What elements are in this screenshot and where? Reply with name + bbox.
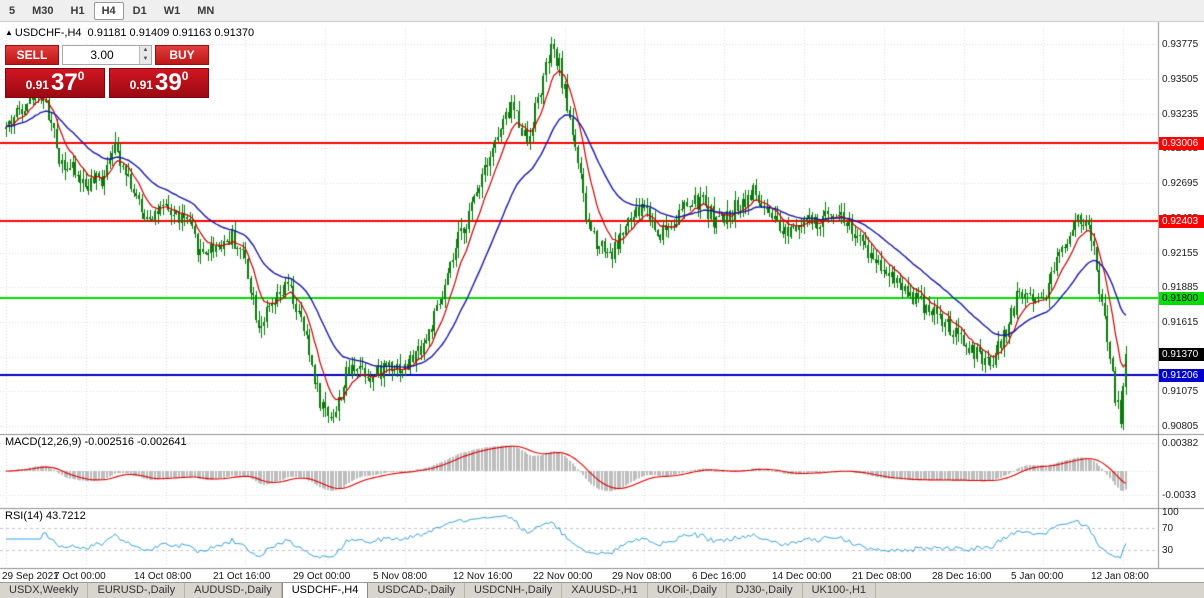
time-axis-label: 22 Nov 00:00 [533,571,593,582]
chart-tab[interactable]: UKOil-,Daily [648,583,727,598]
price-level-badge: 0.93006 [1159,137,1204,151]
price-axis-label: 0.90805 [1162,421,1199,433]
volume-input[interactable] [63,46,151,64]
ask-price-big-digits: 39 [154,69,182,96]
time-axis-label: 14 Oct 08:00 [134,571,192,582]
order-buttons-row: SELL ▲ ▼ BUY [5,45,209,65]
symbol-arrow-icon: ▲ [5,28,13,37]
chart-tab[interactable]: UK100-,H1 [803,583,877,598]
rsi-axis-label: 100 [1162,507,1179,518]
macd-axis-label: -0.0033 [1162,490,1196,502]
time-axis-label: 5 Nov 08:00 [373,571,427,582]
chart-tab-bar: USDX,Weekly EURUSD-,Daily AUDUSD-,Daily USD… [0,582,1204,598]
rsi-label: RSI(14) 43.7212 [5,510,86,522]
timeframe-button-5[interactable]: 5 [9,4,16,17]
timeframe-button-w1[interactable]: W1 [163,4,181,17]
chart-ohlc-values: 0.91181 0.91409 0.91163 0.91370 [87,27,255,39]
time-axis-label: 5 Jan 00:00 [1011,571,1064,582]
chart-symbol-timeframe: USDCHF-,H4 [14,27,82,39]
chart-tab[interactable]: USDCNH-,Daily [465,583,563,598]
time-axis-label: 28 Dec 16:00 [932,571,992,582]
price-level-badge: 0.91206 [1159,368,1204,382]
time-axis-label: 21 Dec 08:00 [852,571,912,582]
timeframe-button-mn[interactable]: MN [197,4,215,17]
price-axis-label: 0.93235 [1162,108,1199,120]
chart-tab[interactable]: USDX,Weekly [0,583,89,598]
one-click-trading-panel: SELL ▲ ▼ BUY 0.91 37 0 0.91 39 0 [5,45,209,98]
timeframe-button-d1[interactable]: D1 [132,4,147,17]
rsi-axis-label: 70 [1162,523,1174,535]
time-axis-label: 29 Oct 00:00 [293,571,351,582]
ask-price-sup-digit: 0 [181,69,189,83]
price-axis-label: 0.93775 [1162,39,1199,51]
time-axis-label: 29 Sep 2021 [2,571,59,582]
volume-decrease-button[interactable]: ▼ [139,55,151,64]
price-axis-label: 0.91075 [1162,386,1199,398]
time-axis-label: 6 Dec 16:00 [692,571,746,582]
price-axis-label: 0.91885 [1162,282,1199,294]
chart-header: ▲ USDCHF-,H4 0.91181 0.91409 0.91163 0.913… [5,27,254,39]
price-level-badge: 0.91370 [1159,347,1204,361]
chart-tab[interactable]: DJ30-,Daily [727,583,803,598]
bid-price-box[interactable]: 0.91 37 0 [5,68,105,98]
price-axis-label: 0.92695 [1162,178,1199,190]
bid-price-prefix: 0.91 [25,78,49,92]
chart-tab[interactable]: EURUSD-,Daily [88,583,186,598]
price-axis-label: 0.91615 [1162,316,1199,328]
timeframe-button-h4[interactable]: H4 [93,1,124,20]
time-axis-label: 21 Oct 16:00 [213,571,271,582]
chart-tab[interactable]: USDCHF-,H4 [281,583,369,598]
volume-field-wrap: ▲ ▼ [62,45,152,65]
macd-axis-label: 0.00382 [1162,437,1199,449]
timeframe-toolbar: 5 M30 H1 H4 D1 W1 MN [0,0,1204,22]
price-axis-label: 0.92155 [1162,247,1199,259]
price-level-badge: 0.92403 [1159,214,1204,228]
bid-price-sup-digit: 0 [77,69,85,83]
chart-tab[interactable]: USDCAD-,Daily [368,583,465,598]
ask-price-box[interactable]: 0.91 39 0 [109,68,209,98]
time-axis-label: 29 Nov 08:00 [612,571,672,582]
buy-button[interactable]: BUY [155,45,209,65]
time-axis-label: 12 Nov 16:00 [453,571,513,582]
volume-spinner: ▲ ▼ [139,46,151,64]
volume-increase-button[interactable]: ▲ [139,46,151,55]
rsi-axis-label: 30 [1162,544,1174,556]
chart-tab[interactable]: XAUUSD-,H1 [562,583,648,598]
chart-tab[interactable]: AUDUSD-,Daily [185,583,282,598]
timeframe-button-m30[interactable]: M30 [32,4,54,17]
time-axis-label: 7 Oct 00:00 [54,571,106,582]
price-quote-row: 0.91 37 0 0.91 39 0 [5,68,209,98]
ask-price-prefix: 0.91 [129,78,153,92]
price-axis-label: 0.93505 [1162,73,1199,85]
time-axis-label: 14 Dec 00:00 [772,571,832,582]
time-axis-label: 12 Jan 08:00 [1091,571,1149,582]
price-level-badge: 0.91800 [1159,292,1204,306]
macd-label: MACD(12,26,9) -0.002516 -0.002641 [5,436,187,448]
bid-price-big-digits: 37 [50,69,78,96]
sell-button[interactable]: SELL [5,45,59,65]
timeframe-button-h1[interactable]: H1 [70,4,85,17]
